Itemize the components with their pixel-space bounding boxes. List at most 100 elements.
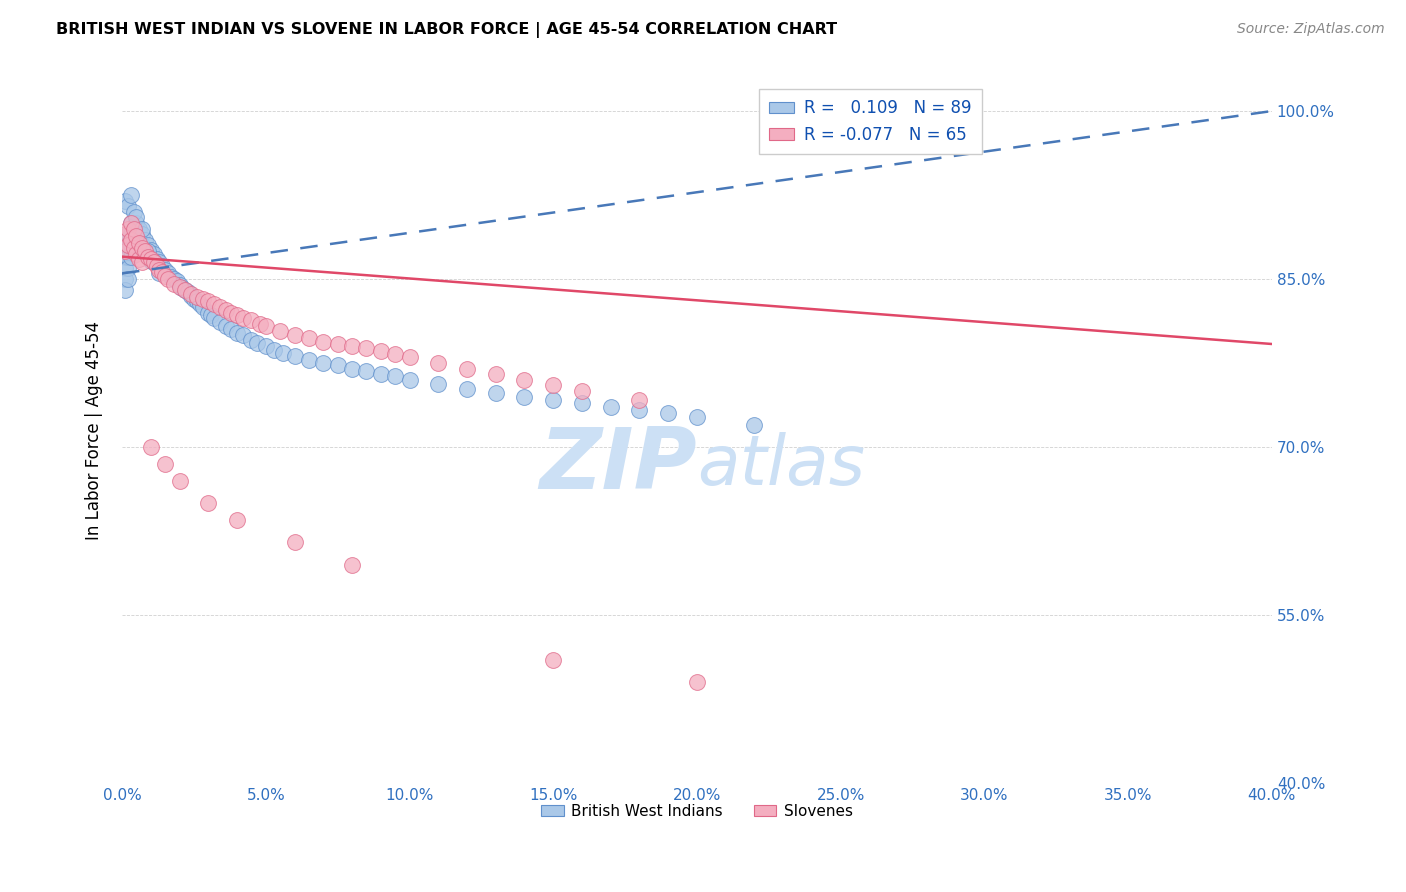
Point xyxy=(166,274,188,288)
Point xyxy=(219,305,242,319)
Point xyxy=(571,384,593,398)
Point xyxy=(197,294,219,309)
Text: BRITISH WEST INDIAN VS SLOVENE IN LABOR FORCE | AGE 45-54 CORRELATION CHART: BRITISH WEST INDIAN VS SLOVENE IN LABOR … xyxy=(56,22,838,38)
Point xyxy=(172,281,194,295)
Point xyxy=(148,267,170,281)
Point xyxy=(157,272,180,286)
Point xyxy=(153,268,176,283)
Point xyxy=(177,285,200,300)
Point xyxy=(456,382,478,396)
Point xyxy=(200,308,222,322)
Point xyxy=(120,250,142,264)
Point xyxy=(139,440,162,454)
Point xyxy=(125,247,148,261)
Point xyxy=(160,269,183,284)
Point xyxy=(114,227,136,242)
Point xyxy=(427,377,450,392)
Point xyxy=(180,286,202,301)
Point xyxy=(197,305,219,319)
Point xyxy=(122,221,145,235)
Point xyxy=(125,238,148,252)
Point xyxy=(145,252,167,266)
Point xyxy=(142,255,165,269)
Point xyxy=(134,233,156,247)
Point xyxy=(180,289,202,303)
Point xyxy=(120,188,142,202)
Point xyxy=(370,368,392,382)
Point xyxy=(120,216,142,230)
Text: ZIP: ZIP xyxy=(540,424,697,507)
Point xyxy=(114,244,136,258)
Point xyxy=(136,250,159,264)
Point xyxy=(142,247,165,261)
Point xyxy=(131,221,153,235)
Point xyxy=(131,241,153,255)
Point xyxy=(131,227,153,242)
Point xyxy=(142,255,165,269)
Point xyxy=(117,272,139,286)
Point xyxy=(208,300,231,314)
Point xyxy=(263,343,285,357)
Point xyxy=(427,356,450,370)
Point xyxy=(326,337,349,351)
Y-axis label: In Labor Force | Age 45-54: In Labor Force | Age 45-54 xyxy=(86,321,103,540)
Point xyxy=(219,322,242,336)
Point xyxy=(283,328,305,343)
Point xyxy=(197,496,219,510)
Point xyxy=(120,216,142,230)
Point xyxy=(174,283,197,297)
Point xyxy=(186,294,208,309)
Point xyxy=(191,292,214,306)
Point xyxy=(169,474,191,488)
Point xyxy=(139,252,162,266)
Point xyxy=(148,263,170,277)
Point xyxy=(356,364,378,378)
Point xyxy=(226,326,249,340)
Point xyxy=(456,361,478,376)
Point xyxy=(163,272,186,286)
Point xyxy=(125,227,148,242)
Point xyxy=(686,409,709,424)
Point xyxy=(174,283,197,297)
Point xyxy=(163,277,186,291)
Point xyxy=(628,403,651,417)
Point xyxy=(226,308,249,322)
Point xyxy=(312,356,335,370)
Point xyxy=(202,311,225,326)
Point xyxy=(153,457,176,471)
Point xyxy=(232,311,254,326)
Point xyxy=(356,342,378,356)
Point xyxy=(340,558,363,572)
Point xyxy=(240,333,263,347)
Point xyxy=(117,221,139,235)
Point xyxy=(398,373,420,387)
Point xyxy=(117,238,139,252)
Point xyxy=(269,324,291,338)
Point xyxy=(599,400,621,414)
Point xyxy=(340,339,363,353)
Point xyxy=(134,244,156,258)
Point xyxy=(283,349,305,363)
Point xyxy=(571,396,593,410)
Point xyxy=(128,252,150,266)
Point xyxy=(122,233,145,247)
Point xyxy=(298,352,321,367)
Point xyxy=(744,417,766,432)
Point xyxy=(249,317,271,331)
Point xyxy=(169,277,191,292)
Point xyxy=(240,313,263,327)
Point xyxy=(370,343,392,358)
Point xyxy=(384,347,406,361)
Point xyxy=(188,296,211,310)
Legend: British West Indians, Slovenes: British West Indians, Slovenes xyxy=(534,797,859,825)
Point xyxy=(148,255,170,269)
Point xyxy=(191,300,214,314)
Point xyxy=(398,351,420,365)
Point xyxy=(128,221,150,235)
Point xyxy=(131,255,153,269)
Point xyxy=(208,315,231,329)
Point xyxy=(136,238,159,252)
Point xyxy=(120,233,142,247)
Point xyxy=(326,359,349,373)
Point xyxy=(153,263,176,277)
